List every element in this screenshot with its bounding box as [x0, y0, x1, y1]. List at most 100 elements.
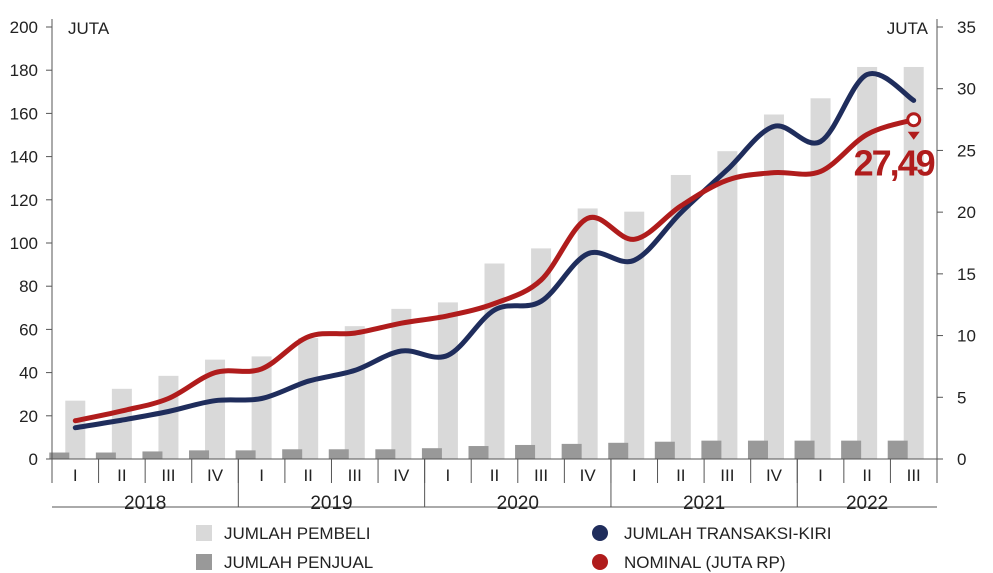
bars-layer	[49, 66, 924, 460]
bar-pembeli	[624, 211, 645, 459]
legend-label-penjual: JUMLAH PENJUAL	[224, 553, 373, 572]
quarter-label: III	[348, 466, 362, 485]
annotation-marker	[906, 112, 922, 128]
left-axis-tick-label: 40	[19, 364, 38, 383]
bar-pembeli	[763, 114, 784, 459]
annotation-label: 27,49	[854, 143, 935, 184]
right-axis-tick-label: 20	[957, 203, 976, 222]
line-nominal	[72, 117, 917, 424]
bar-pembeli	[251, 356, 272, 459]
year-label: 2021	[683, 493, 725, 514]
year-label: 2018	[124, 493, 166, 514]
quarter-label: I	[446, 466, 451, 485]
legend-label-transaksi: JUMLAH TRANSAKSI-KIRI	[624, 524, 832, 543]
left-axis-tick-label: 200	[10, 18, 38, 37]
legend-marker-nominal	[592, 554, 608, 570]
quarter-label: I	[259, 466, 264, 485]
left-axis-tick-label: 60	[19, 320, 38, 339]
bar-pembeli	[670, 174, 691, 459]
bar-pembeli	[857, 66, 878, 460]
left-axis-tick-label: 120	[10, 191, 38, 210]
annotation-pointer	[907, 131, 920, 140]
bar-penjual	[887, 440, 908, 459]
right-axis-tick-label: 25	[957, 141, 976, 160]
quarter-label: IV	[766, 466, 783, 485]
bar-penjual	[282, 449, 303, 459]
bar-pembeli	[158, 375, 179, 459]
bar-pembeli	[344, 326, 365, 459]
bar-penjual	[235, 450, 256, 459]
bar-pembeli	[810, 98, 831, 459]
quarter-label: III	[907, 466, 921, 485]
labels-layer: 0 20 40 60 80 100 120 140 160 180 200 0 5 10 15 20 25 30 3…	[10, 18, 976, 514]
quarter-label: III	[534, 466, 548, 485]
right-axis-tick-label: 15	[957, 265, 976, 284]
right-axis-tick-label: 0	[957, 450, 966, 469]
quarter-label: I	[818, 466, 823, 485]
bar-penjual	[654, 441, 675, 459]
left-axis-tick-label: 140	[10, 148, 38, 167]
lines-layer	[72, 71, 922, 431]
year-label: 2020	[497, 493, 539, 514]
bar-pembeli	[577, 208, 598, 459]
bar-penjual	[841, 440, 862, 459]
left-axis-tick-label: 160	[10, 104, 38, 123]
bar-penjual	[794, 440, 815, 459]
quarter-label: IV	[393, 466, 410, 485]
quarter-label: III	[161, 466, 175, 485]
left-axis-unit-label: JUTA	[68, 19, 110, 38]
legend-swatch-penjual	[196, 554, 212, 570]
bar-pembeli	[903, 66, 924, 460]
bar-pembeli	[717, 151, 738, 459]
left-axis-tick-label: 0	[29, 450, 38, 469]
left-axis-tick-label: 20	[19, 407, 38, 426]
line-transaksi	[72, 71, 917, 431]
right-axis-tick-label: 35	[957, 18, 976, 37]
legend-label-pembeli: JUMLAH PEMBELI	[224, 524, 370, 543]
bar-penjual	[95, 452, 116, 459]
left-axis-tick-label: 100	[10, 234, 38, 253]
quarter-label: IV	[207, 466, 224, 485]
bar-penjual	[747, 440, 768, 459]
quarter-label: I	[73, 466, 78, 485]
right-axis-tick-label: 30	[957, 80, 976, 99]
bar-pembeli	[437, 302, 458, 459]
legend-marker-transaksi	[592, 525, 608, 541]
bar-penjual	[468, 446, 489, 459]
left-axis-tick-label: 80	[19, 277, 38, 296]
year-label: 2022	[846, 493, 888, 514]
bar-penjual	[375, 449, 396, 459]
axes-layer: JUTA JUTA	[46, 19, 943, 508]
quarter-label: II	[303, 466, 312, 485]
quarter-label: II	[862, 466, 871, 485]
bar-penjual	[608, 442, 629, 459]
quarter-label: II	[117, 466, 126, 485]
right-axis-unit-label: JUTA	[887, 19, 929, 38]
bar-penjual	[421, 448, 442, 459]
bar-penjual	[701, 440, 722, 459]
bar-pembeli	[205, 359, 226, 459]
quarter-label: III	[720, 466, 734, 485]
legend-label-nominal: NOMINAL (JUTA RP)	[624, 553, 786, 572]
year-label: 2019	[310, 493, 352, 514]
quarter-label: IV	[580, 466, 597, 485]
bar-penjual	[515, 444, 536, 459]
quarter-label: I	[632, 466, 637, 485]
bar-pembeli	[111, 388, 132, 459]
legend-swatch-pembeli	[196, 525, 212, 541]
right-axis-tick-label: 10	[957, 327, 976, 346]
left-axis-tick-label: 180	[10, 61, 38, 80]
bar-penjual	[142, 451, 163, 459]
bar-pembeli	[484, 263, 505, 459]
right-axis-tick-label: 5	[957, 388, 966, 407]
bar-penjual	[328, 449, 349, 459]
bar-penjual	[189, 450, 210, 459]
bar-pembeli	[298, 338, 319, 459]
quarter-label: II	[676, 466, 685, 485]
bar-pembeli	[391, 308, 412, 459]
legend: JUMLAH PEMBELI JUMLAH PENJUAL JUMLAH TRA…	[196, 524, 832, 572]
quarter-label: II	[490, 466, 499, 485]
bar-penjual	[561, 443, 582, 459]
bar-penjual	[49, 452, 70, 459]
